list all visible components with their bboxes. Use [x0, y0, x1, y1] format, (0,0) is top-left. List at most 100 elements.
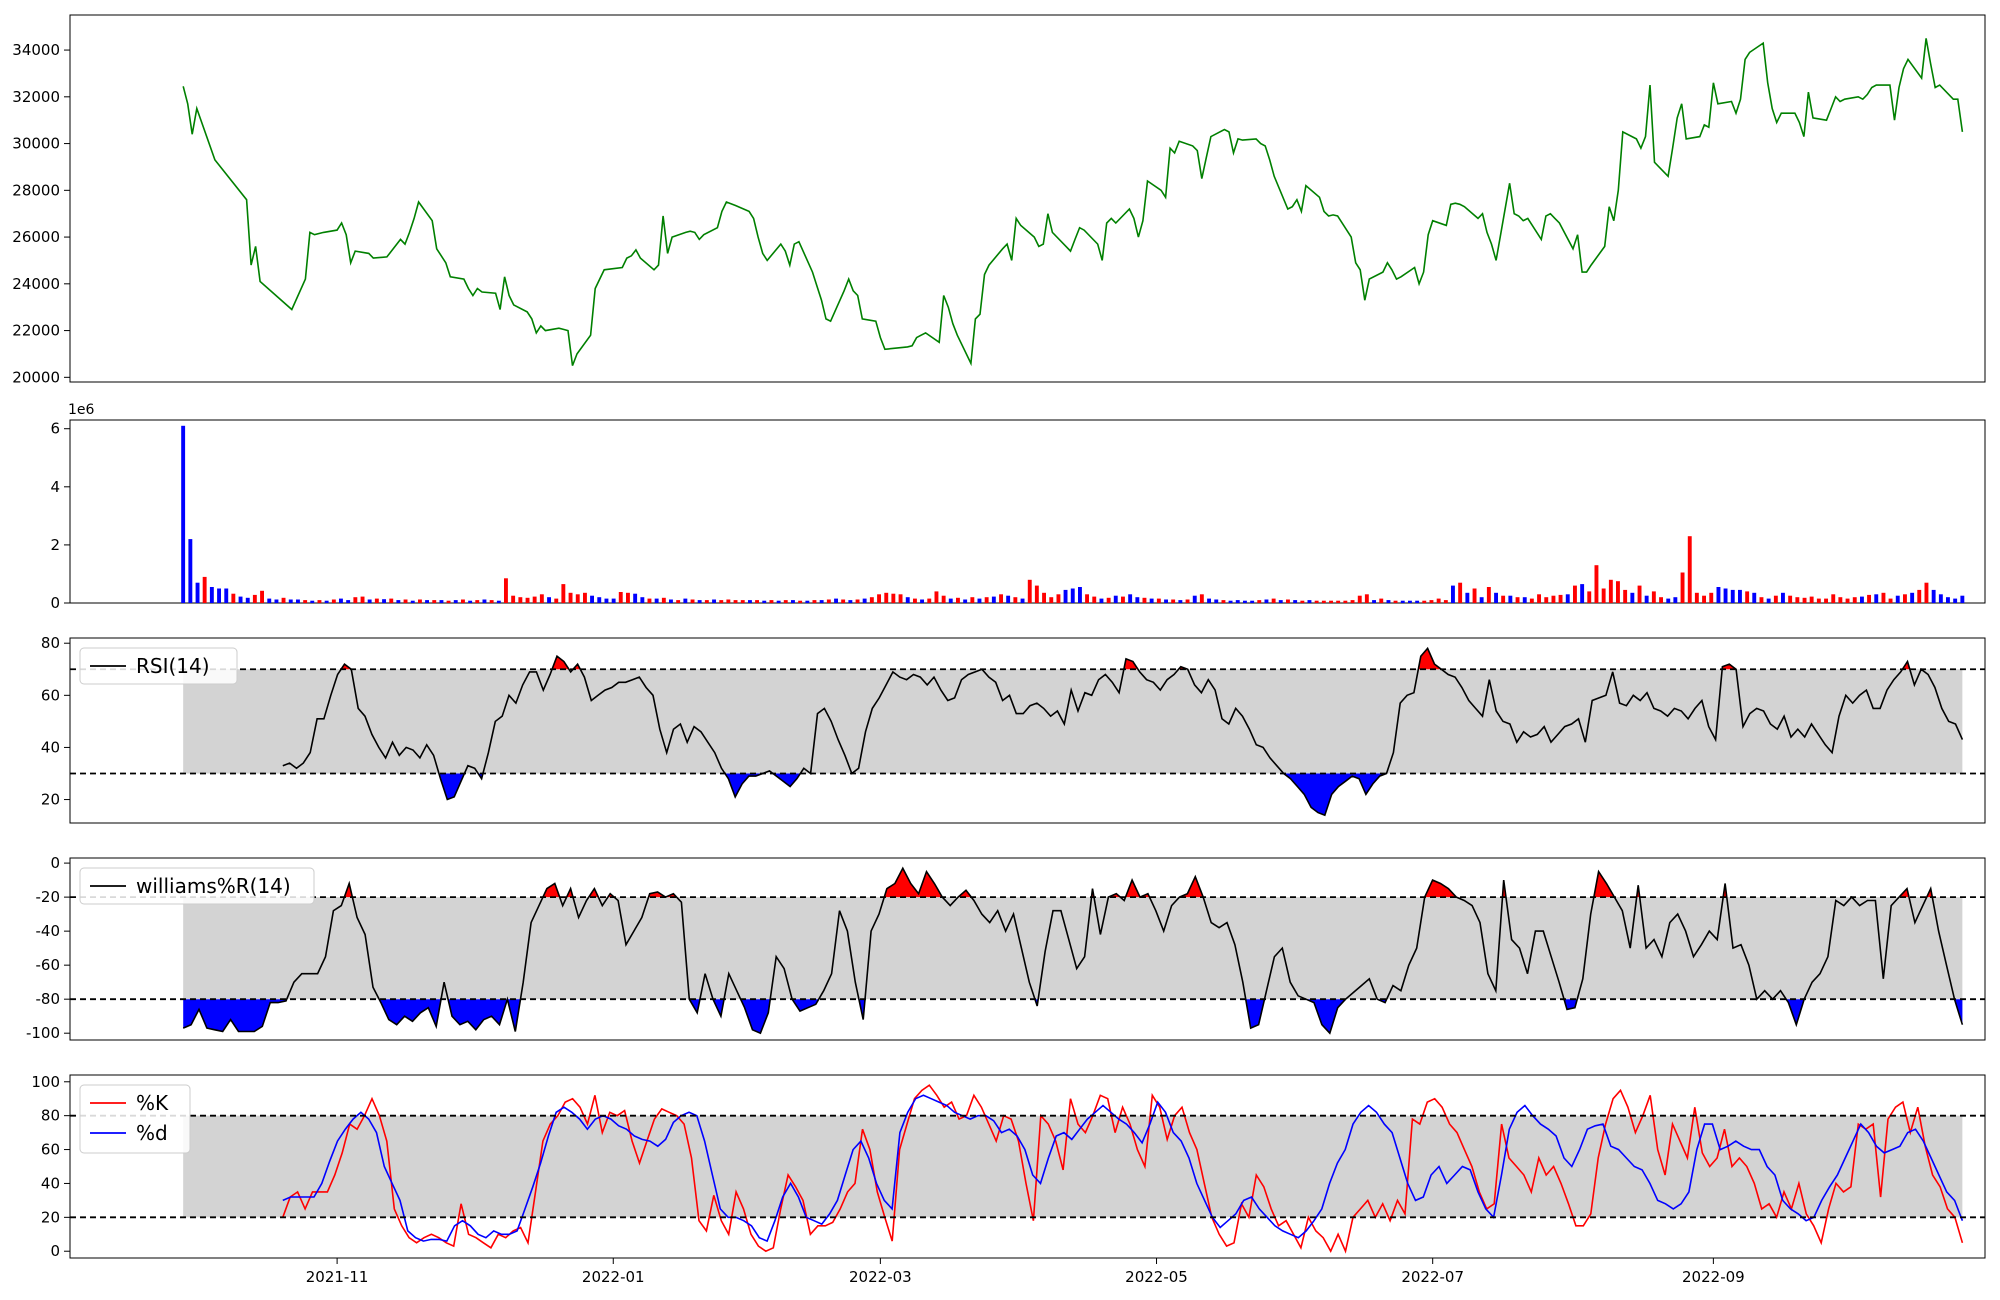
volume-bar [1623, 589, 1628, 603]
volume-bar [1594, 565, 1599, 603]
williams-band [183, 897, 1963, 1000]
volume-bar [1207, 598, 1211, 603]
legend-label: %K [136, 1091, 169, 1115]
volume-bar [1558, 594, 1563, 603]
williams-overbought-fill [1593, 871, 1615, 898]
volume-bar [913, 598, 917, 603]
volume-bar [826, 599, 831, 603]
volume-bar [1243, 600, 1247, 603]
volume-bar [1759, 597, 1764, 603]
volume-bar [1321, 600, 1326, 603]
volume-bar [1113, 595, 1118, 603]
volume-bar [798, 600, 803, 603]
volume-bar [339, 598, 343, 603]
volume-bar [446, 600, 451, 603]
volume-bar [1881, 592, 1886, 603]
volume-bar [389, 598, 394, 603]
volume-bar [245, 597, 250, 603]
volume-bar [1121, 596, 1125, 603]
volume-bar [898, 594, 903, 603]
volume-bar [927, 598, 932, 603]
legend-label: williams%R(14) [136, 874, 291, 898]
volume-bar [1644, 595, 1649, 603]
williams-oversold-fill [1786, 999, 1805, 1025]
volume-bar [1895, 595, 1900, 603]
volume-bar [1917, 589, 1922, 603]
volume-bar [1795, 597, 1800, 603]
volume-bar [1149, 598, 1154, 603]
volume-bar [1106, 597, 1111, 603]
x-axis: 2021-11 2022-01 2022-03 2022-05 2022-07 2022-… [306, 1258, 1745, 1286]
volume-bar [877, 594, 881, 603]
volume-bar [418, 599, 422, 603]
x-tick-label: 2022-03 [849, 1268, 912, 1286]
williams-oversold-fill [1245, 999, 1265, 1029]
volume-bar [396, 600, 401, 603]
volume-bar [1013, 597, 1018, 603]
volume-bar [963, 599, 968, 603]
williams-oversold-fill [740, 999, 771, 1034]
volume-bar [475, 600, 480, 603]
volume-bar [482, 599, 487, 603]
volume-bar [367, 599, 372, 603]
volume-bar [1099, 598, 1104, 603]
volume-bar [1042, 592, 1046, 603]
volume-bar [511, 595, 516, 603]
chart_data.3-tick-label: -20 [36, 888, 61, 906]
volume-bar [1845, 598, 1850, 603]
chart_data.3-tick-label: -60 [36, 956, 61, 974]
chart_data.0-tick-label: 34000 [12, 41, 60, 59]
volume-bar [654, 598, 659, 603]
legend-label: %d [136, 1121, 168, 1145]
volume-bar [1364, 594, 1369, 603]
volume-bar [1874, 594, 1879, 603]
chart_data.4-tick-label: 20 [41, 1208, 60, 1226]
volume-panel: 0 2 4 6 1e6 [50, 402, 1986, 612]
volume-bar [1651, 591, 1656, 603]
volume-bar [934, 591, 939, 603]
volume-bar [238, 596, 243, 603]
volume-bar [346, 600, 351, 603]
volume-bar [1034, 585, 1039, 603]
chart_data.0-tick-label: 28000 [12, 181, 60, 199]
volume-bar [468, 600, 473, 603]
volume-bar [1953, 598, 1958, 603]
volume-bar [260, 590, 264, 603]
volume-bar [1422, 600, 1427, 603]
volume-bar [575, 594, 580, 603]
volume-bar [1723, 588, 1728, 603]
volume-bar [1508, 595, 1513, 603]
volume-bar [640, 597, 645, 603]
volume-bar [1888, 598, 1893, 603]
chart_data.4-tick-label: 40 [41, 1174, 60, 1192]
volume-bar [597, 597, 602, 603]
volume-bar [1802, 597, 1807, 603]
volume-bar [812, 600, 817, 603]
volume-bar [791, 600, 795, 603]
volume-bar [303, 600, 308, 603]
volume-bar [1006, 595, 1011, 603]
volume-bar [1164, 599, 1168, 603]
volume-bar [1680, 572, 1685, 603]
volume-bar [726, 599, 731, 603]
volume-bar [1580, 584, 1585, 603]
volume-bar [1773, 595, 1778, 603]
volume-bar [1730, 589, 1735, 603]
stoch-axes-frame [69, 1074, 1986, 1259]
volume-bar [1458, 582, 1463, 603]
williams-oversold-fill [448, 999, 508, 1030]
volume-bar [1257, 600, 1262, 603]
volume-bar [1415, 600, 1420, 603]
volume-bar [1960, 595, 1965, 603]
volume-bar [1551, 595, 1556, 603]
volume-bar [719, 600, 724, 603]
volume-bar [848, 600, 853, 603]
williams-overbought-fill [1125, 880, 1140, 898]
volume-bar [1565, 594, 1570, 603]
price-axes-frame [69, 14, 1986, 383]
volume-bar [869, 597, 874, 603]
chart_data.4-tick-label: 0 [50, 1242, 60, 1260]
x-tick-label: 2022-05 [1125, 1268, 1188, 1286]
volume-bar [1386, 600, 1391, 603]
